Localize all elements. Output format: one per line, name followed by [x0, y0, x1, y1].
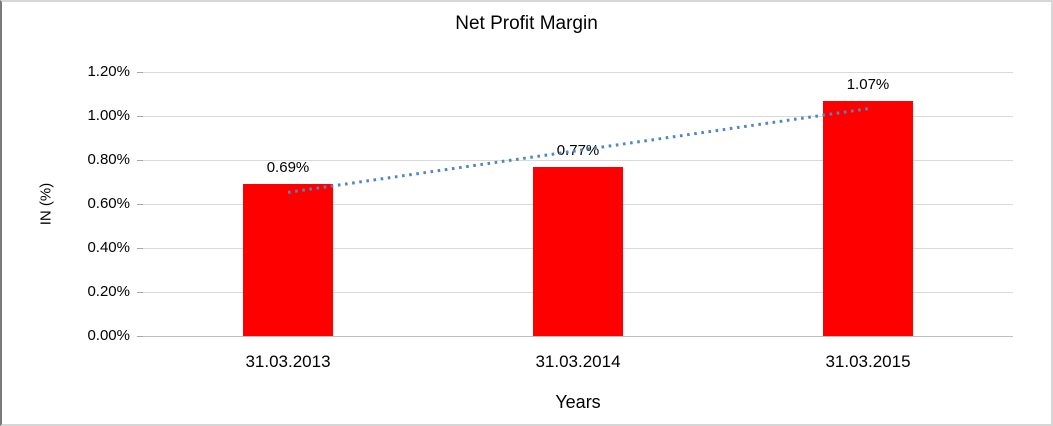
gridline [143, 72, 1013, 73]
bar-data-label: 1.07% [846, 76, 890, 93]
y-axis-tick [137, 336, 143, 337]
y-tick-label: 0.40% [87, 239, 130, 256]
x-tick-label: 31.03.2013 [245, 352, 331, 371]
bar-data-label: 0.69% [266, 159, 310, 176]
x-axis-title: Years [555, 392, 601, 412]
y-tick-label: 1.20% [87, 63, 130, 80]
y-tick-label: 0.00% [87, 327, 130, 344]
y-axis-tick [137, 160, 143, 161]
y-axis-tick [137, 248, 143, 249]
bar [533, 167, 623, 336]
y-tick-label: 0.60% [87, 195, 130, 212]
y-axis-tick [137, 204, 143, 205]
gridline [143, 336, 1013, 337]
chart-title: Net Profit Margin [455, 13, 598, 34]
y-axis-tick [137, 72, 143, 73]
y-tick-label: 1.00% [87, 107, 130, 124]
bar-data-label: 0.77% [556, 142, 600, 159]
x-tick-label: 31.03.2014 [535, 352, 621, 371]
bar [823, 101, 913, 336]
y-axis-tick [137, 116, 143, 117]
bar [243, 184, 333, 336]
y-tick-label: 0.20% [87, 283, 130, 300]
y-axis-tick [137, 292, 143, 293]
y-tick-label: 0.80% [87, 151, 130, 168]
x-tick-label: 31.03.2015 [825, 352, 911, 371]
